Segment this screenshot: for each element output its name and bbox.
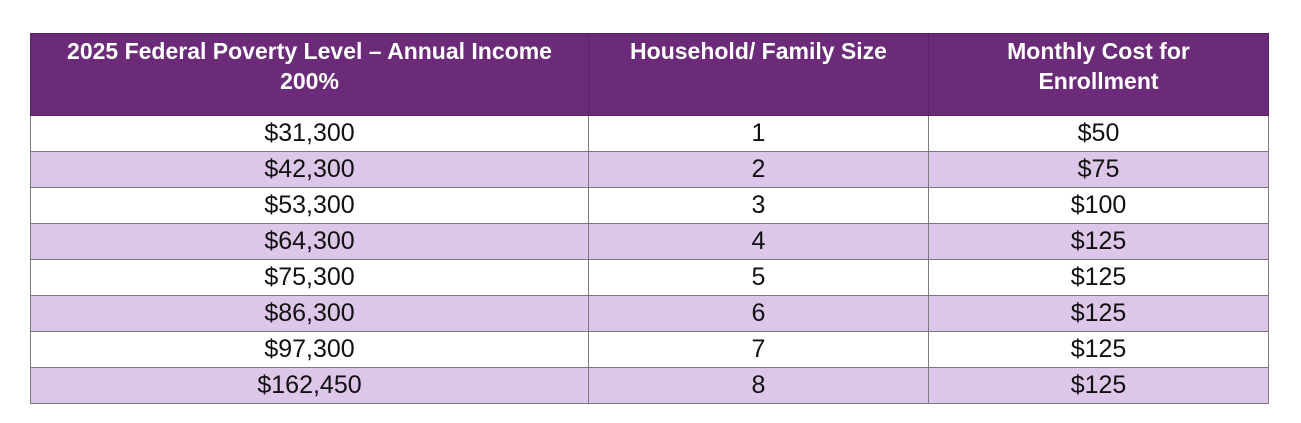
table-row: $42,300 2 $75 <box>30 151 1269 188</box>
table-cell: $42,300 <box>30 151 589 188</box>
table-row: $53,300 3 $100 <box>30 187 1269 224</box>
table-cell: 7 <box>588 331 929 368</box>
table-cell: $100 <box>928 187 1269 224</box>
table-cell: 1 <box>588 115 929 152</box>
table-cell: $97,300 <box>30 331 589 368</box>
table-row: $64,300 4 $125 <box>30 223 1269 260</box>
table-cell: 3 <box>588 187 929 224</box>
column-header: Monthly Cost for Enrollment <box>928 33 1269 116</box>
table-row: $162,450 8 $125 <box>30 367 1269 404</box>
table-cell: $125 <box>928 223 1269 260</box>
table-cell: $125 <box>928 367 1269 404</box>
table-cell: 4 <box>588 223 929 260</box>
header-row: 2025 Federal Poverty Level – Annual Inco… <box>30 33 1269 116</box>
table-row: $97,300 7 $125 <box>30 331 1269 368</box>
table-cell: 2 <box>588 151 929 188</box>
table-row: $75,300 5 $125 <box>30 259 1269 296</box>
table-header: 2025 Federal Poverty Level – Annual Inco… <box>30 33 1269 116</box>
table-cell: 8 <box>588 367 929 404</box>
table-cell: $75 <box>928 151 1269 188</box>
column-header: Household/ Family Size <box>588 33 929 116</box>
column-header: 2025 Federal Poverty Level – Annual Inco… <box>30 33 589 116</box>
table-cell: $75,300 <box>30 259 589 296</box>
table-cell: $50 <box>928 115 1269 152</box>
fee-table: 2025 Federal Poverty Level – Annual Inco… <box>30 33 1269 404</box>
table-cell: $125 <box>928 331 1269 368</box>
table-cell: $125 <box>928 295 1269 332</box>
table-cell: $31,300 <box>30 115 589 152</box>
table-row: $31,300 1 $50 <box>30 115 1269 152</box>
table-body: $31,300 1 $50 $42,300 2 $75 $53,300 3 $100 $64,30… <box>30 115 1269 404</box>
table-cell: $125 <box>928 259 1269 296</box>
table-cell: 6 <box>588 295 929 332</box>
table-cell: $53,300 <box>30 187 589 224</box>
table-cell: 5 <box>588 259 929 296</box>
table-row: $86,300 6 $125 <box>30 295 1269 332</box>
table-cell: $64,300 <box>30 223 589 260</box>
table-cell: $86,300 <box>30 295 589 332</box>
table-cell: $162,450 <box>30 367 589 404</box>
